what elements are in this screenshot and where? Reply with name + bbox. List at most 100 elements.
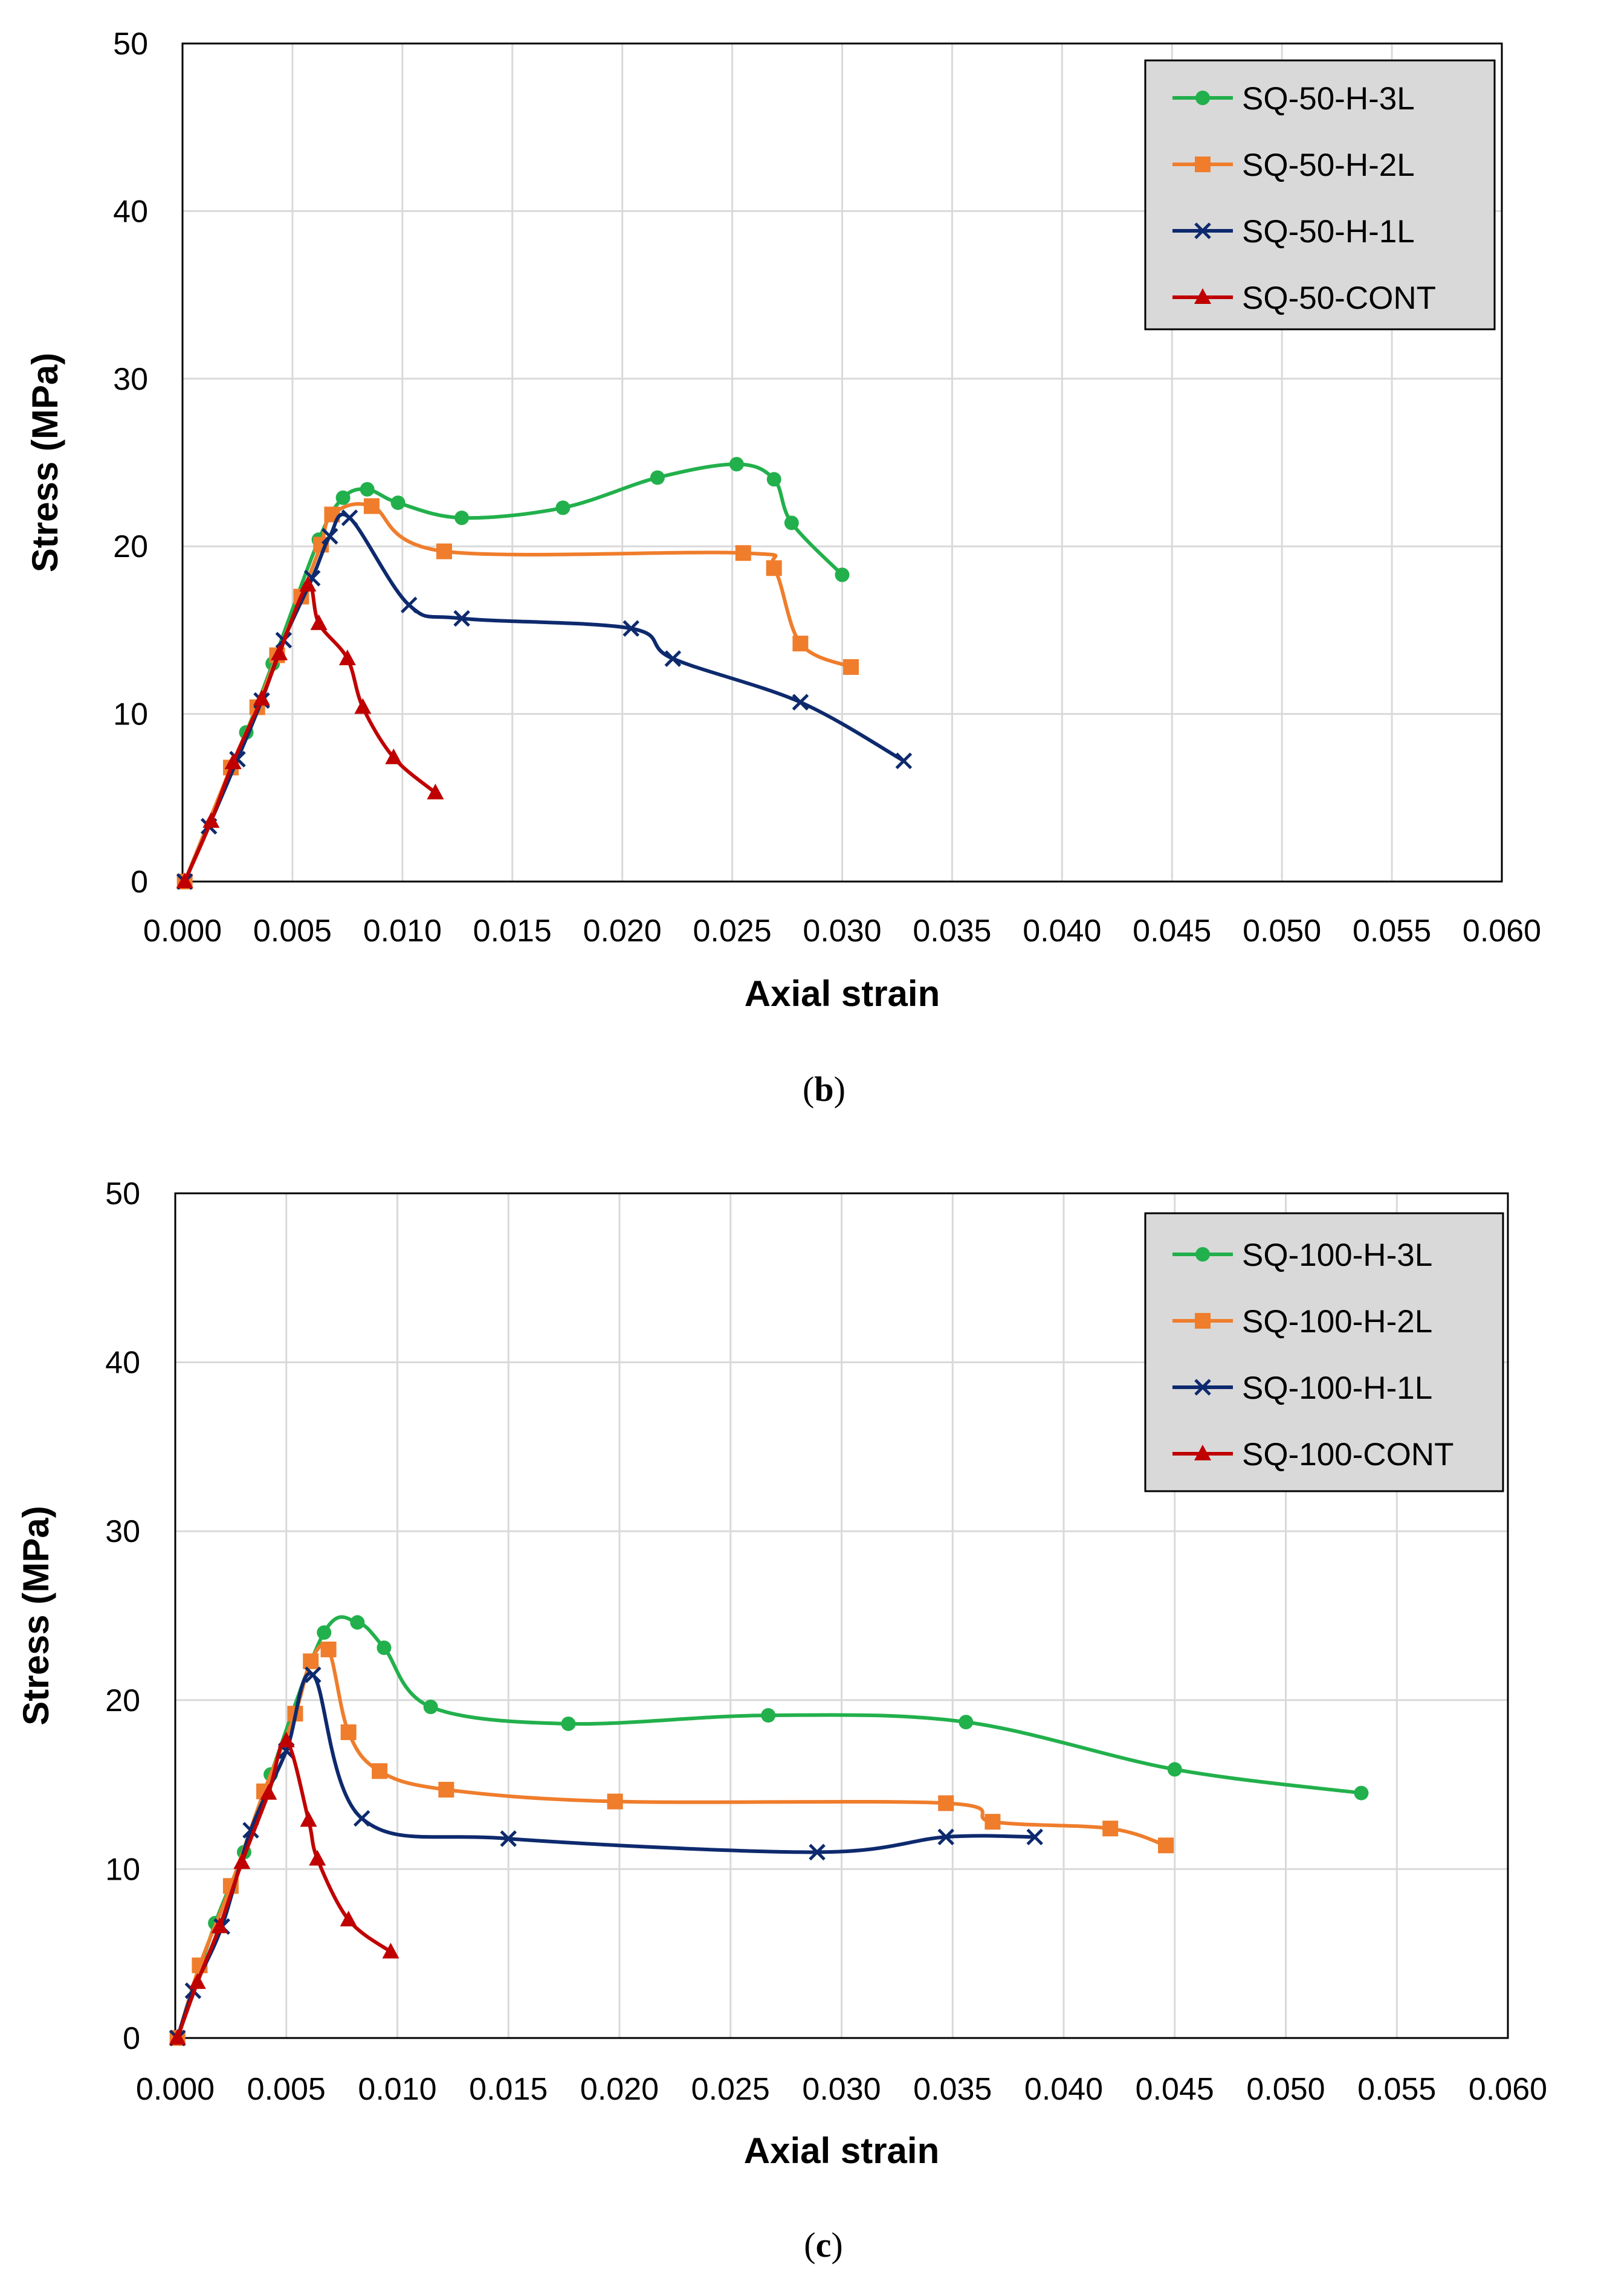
x-tick-label: 0.025 <box>691 2072 770 2107</box>
data-point <box>561 1716 576 1731</box>
legend-marker <box>1194 1445 1211 1460</box>
x-tick-label: 0.030 <box>802 2072 881 2107</box>
legend-box <box>1144 59 1496 331</box>
data-point <box>784 515 799 530</box>
x-tick-label: 0.005 <box>253 914 332 949</box>
data-point <box>224 753 242 770</box>
x-tick-label: 0.055 <box>1357 2072 1436 2107</box>
data-point <box>233 1853 251 1869</box>
data-point <box>1167 1762 1182 1777</box>
y-tick-label: 0 <box>131 865 148 900</box>
series-SQ-50-CONT <box>176 576 444 888</box>
x-tick-label: 0.055 <box>1353 914 1431 949</box>
data-point <box>299 576 317 592</box>
data-point <box>189 1973 206 1989</box>
data-point <box>400 596 418 614</box>
x-tick-label: 0.050 <box>1246 2072 1325 2107</box>
x-tick-label: 0.035 <box>913 2072 992 2107</box>
data-point <box>650 470 665 485</box>
data-point <box>735 545 751 561</box>
x-tick-label: 0.000 <box>143 914 222 949</box>
caption-letter: c <box>816 2225 832 2265</box>
x-tick-label: 0.040 <box>1024 2072 1103 2107</box>
data-point <box>427 783 444 799</box>
x-tick-label: 0.015 <box>469 2072 548 2107</box>
y-axis-label: Stress (MPa) <box>25 353 65 572</box>
data-point <box>372 1763 388 1779</box>
legend-label: SQ-50-H-2L <box>1242 147 1415 183</box>
legend-label: SQ-100-H-3L <box>1242 1237 1432 1273</box>
legend-label: SQ-100-H-2L <box>1242 1304 1432 1340</box>
data-point <box>360 482 375 497</box>
x-tick-label: 0.045 <box>1133 914 1211 949</box>
series-SQ-50-H-2L <box>176 498 859 889</box>
y-tick-label: 40 <box>113 194 148 229</box>
legend-marker <box>1195 1313 1211 1329</box>
data-point <box>338 650 356 666</box>
data-point <box>895 752 913 770</box>
data-point <box>350 1615 365 1630</box>
data-point <box>390 495 406 511</box>
x-tick-label: 0.050 <box>1243 914 1321 949</box>
series-line <box>175 1738 392 2039</box>
data-point <box>341 509 358 526</box>
data-point <box>377 1640 392 1656</box>
data-point <box>792 694 809 711</box>
y-tick-label: 30 <box>113 362 148 397</box>
x-tick-label: 0.035 <box>913 914 991 949</box>
x-tick-label: 0.010 <box>363 914 442 949</box>
data-point <box>622 620 639 637</box>
data-point <box>322 527 338 545</box>
data-point <box>385 748 403 764</box>
caption-open: ( <box>803 1069 814 1109</box>
y-tick-label: 30 <box>105 1514 140 1549</box>
legend-entry: SQ-50-H-1L <box>1172 214 1415 250</box>
data-point <box>454 511 470 526</box>
data-point <box>1158 1837 1174 1854</box>
legend-marker <box>1194 222 1211 239</box>
caption-close: ) <box>834 1069 846 1109</box>
legend-entry: SQ-50-H-3L <box>1172 81 1415 117</box>
legend-marker <box>1195 1247 1210 1262</box>
data-point <box>353 1810 370 1827</box>
data-point <box>729 457 744 472</box>
data-point <box>436 543 452 559</box>
data-point <box>843 659 859 675</box>
y-tick-label: 50 <box>105 1176 140 1211</box>
data-point <box>607 1793 623 1810</box>
data-point <box>202 812 220 828</box>
x-axis-label: Axial strain <box>744 2130 939 2171</box>
figure-caption: (c) <box>804 2225 842 2265</box>
data-point <box>335 490 351 505</box>
data-point <box>959 1715 974 1730</box>
data-point <box>382 1943 399 1959</box>
y-tick-label: 40 <box>105 1346 140 1381</box>
data-point <box>555 500 571 515</box>
y-tick-label: 20 <box>113 529 148 564</box>
series-line <box>183 582 437 883</box>
data-point <box>761 1707 776 1723</box>
series-SQ-50-H-1L <box>176 509 913 890</box>
data-point <box>985 1814 1001 1830</box>
data-point <box>309 1849 326 1866</box>
series-line <box>175 1615 1362 2039</box>
legend-label: SQ-100-H-1L <box>1242 1370 1432 1406</box>
series-line <box>183 512 905 883</box>
legend-marker <box>1194 288 1211 304</box>
data-point <box>1102 1820 1119 1837</box>
legend-label: SQ-100-CONT <box>1242 1437 1453 1472</box>
data-point <box>340 1724 357 1740</box>
x-tick-label: 0.030 <box>803 914 881 949</box>
x-tick-label: 0.040 <box>1023 914 1101 949</box>
data-point <box>253 689 270 706</box>
y-tick-label: 10 <box>105 1852 140 1887</box>
x-tick-label: 0.015 <box>473 914 552 949</box>
chart-b: 0.000 0.005 0.010 0.015 0.020 0.025 0.030 0.035… <box>25 27 1541 1109</box>
data-point <box>938 1795 954 1811</box>
data-point <box>363 498 380 514</box>
x-tick-label: 0.010 <box>358 2072 436 2107</box>
x-tick-label: 0.005 <box>247 2072 326 2107</box>
series-line <box>175 1643 1166 2039</box>
y-tick-label: 20 <box>105 1683 140 1718</box>
figure-caption: (b) <box>803 1069 846 1109</box>
